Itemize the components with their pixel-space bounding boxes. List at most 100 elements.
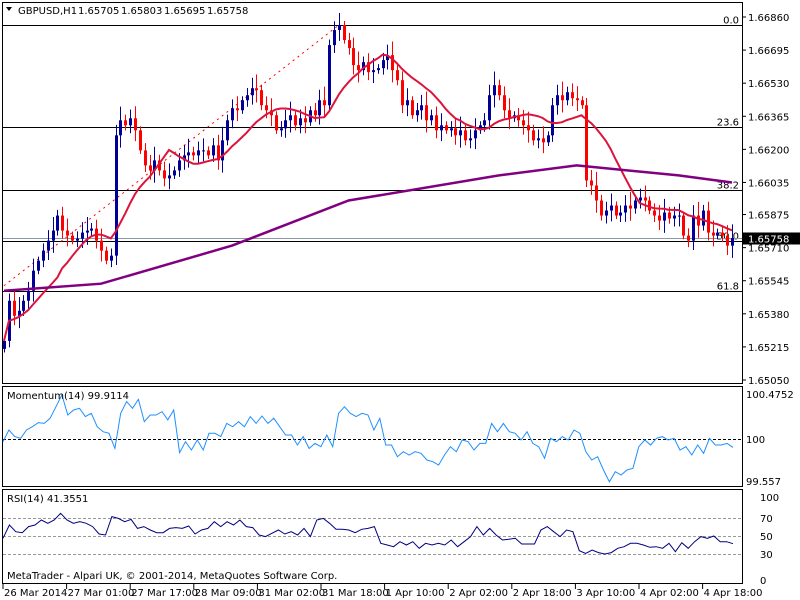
main-price-panel[interactable] [2,2,743,384]
time-label: 27 Mar 01:00 [68,588,135,599]
candle [47,230,50,261]
candle [304,106,307,134]
ohlc-high: 1.65803 [121,6,162,17]
candle [416,103,419,122]
price-label: 1.65050 [748,376,789,387]
candle-body [619,212,622,216]
candle [590,170,593,195]
candle [275,111,278,134]
candle-body [498,85,501,96]
candle [183,144,186,170]
candle-body [197,150,200,156]
ohlc-close: 1.65758 [207,6,248,17]
momentum-indicator: 100.4752 100 99.557 [2,390,794,488]
candle-body [100,240,103,251]
candle-body [27,290,30,301]
candle [158,154,161,176]
candle [391,41,394,83]
candle [396,64,399,86]
symbol-timeframe: GBPUSD,H1 [18,6,77,17]
candle-body [537,138,540,141]
candle-body [304,118,307,123]
candle-body [406,100,409,106]
time-label: 4 Apr 02:00 [640,588,699,599]
candle [712,220,715,247]
candle-body [173,170,176,176]
candle [66,218,69,247]
time-label: 4 Apr 18:00 [704,588,763,599]
time-label: 2 Apr 02:00 [449,588,508,599]
candle [440,113,443,142]
candle [197,141,200,164]
candle-body [241,100,244,111]
candle-body [522,120,525,126]
candle-body [731,238,734,246]
candle [615,201,618,220]
candle-body [396,70,399,81]
candle [401,71,404,114]
candle-body [3,340,6,349]
candle [547,131,550,146]
candle [716,228,719,240]
ohlc-low: 1.65695 [164,6,205,17]
price-label: 1.65875 [748,211,789,222]
momentum-axis-label: 99.557 [746,477,781,488]
time-label: 27 Mar 17:00 [131,588,198,599]
candle-body [712,232,715,236]
candle [372,58,375,83]
slow-moving-average-line [3,164,733,293]
candle-body [134,118,137,131]
candle [411,96,414,119]
candle-body [32,270,35,291]
candle [61,206,64,239]
candle-body [377,68,380,71]
candle [357,51,360,83]
candle-body [251,88,254,96]
candle [217,134,220,170]
candle [202,138,205,162]
candle-body [571,92,574,99]
candle [493,71,496,108]
time-label: 2 Apr 18:00 [513,588,572,599]
candle-body [372,70,375,73]
candle [246,87,249,107]
candle [221,126,224,173]
price-label: 1.66200 [748,145,789,156]
candle [260,84,263,111]
candle [445,121,448,134]
candle-body [275,115,278,131]
candle-body [42,250,45,261]
candle [338,12,341,41]
candle [71,231,74,245]
candle-body [639,197,642,201]
candle [187,138,190,168]
candle-body [71,235,74,241]
triangle-down-icon[interactable] [6,7,12,11]
candle-body [435,115,438,131]
price-label: 1.66860 [748,13,789,24]
candle-body [66,230,69,236]
candle-body [207,150,210,156]
candle-body [163,170,166,179]
momentum-axis-label: 100 [746,435,765,446]
fast-moving-average-line [3,53,733,342]
candle-body [183,155,186,161]
candle [153,146,156,183]
candle [556,84,559,115]
candle-body [644,197,647,201]
candle-body [86,230,89,233]
candle-body [610,205,613,211]
candle-body [284,120,287,129]
candle-body [221,140,224,161]
candle-body [352,48,355,66]
candle-body [226,120,229,141]
candle-body [581,100,584,106]
candle [406,88,409,117]
price-label: 1.65380 [748,310,789,321]
candle-body [420,105,423,111]
candle [503,86,506,119]
current-price-label: 1.65758 [748,235,789,246]
candle [284,109,287,138]
fib-level-label: 23.6 [717,118,739,129]
